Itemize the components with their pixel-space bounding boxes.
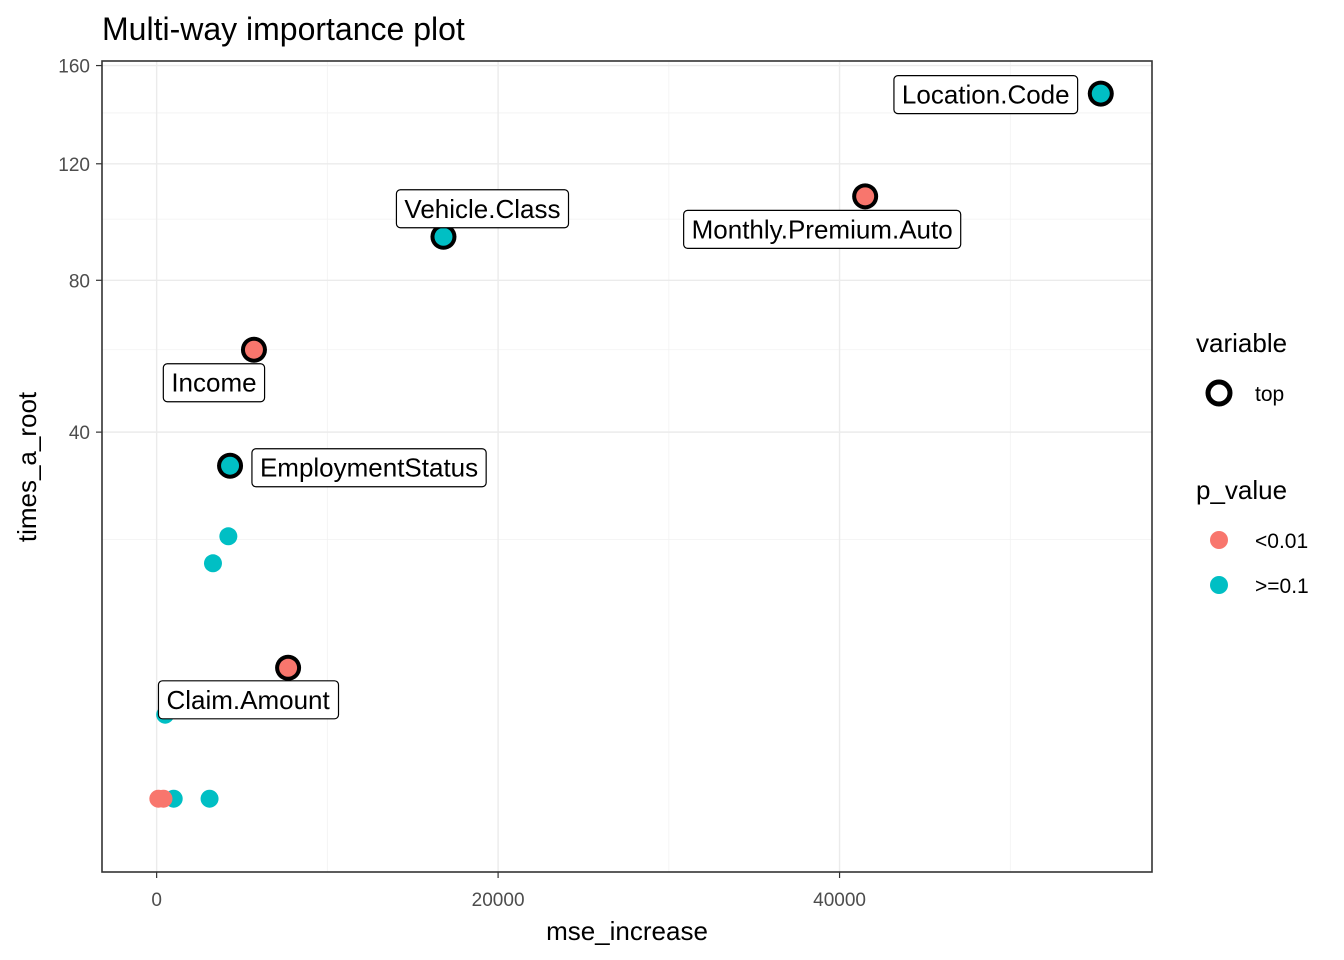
point-label: Claim.Amount: [166, 685, 330, 715]
point-label-group: Vehicle.Class: [395, 189, 570, 229]
chart-title: Multi-way importance plot: [102, 11, 465, 47]
point-labels: Location.Code Monthly.Premium.Auto Vehicle…: [157, 74, 1079, 720]
point-label-group: Claim.Amount: [157, 680, 340, 720]
y-tick-label: 40: [69, 423, 90, 444]
data-point: [219, 527, 238, 546]
x-tick-label: 0: [151, 890, 162, 911]
point-label-box: [251, 448, 487, 488]
data-point: [154, 789, 173, 808]
legend-top-ring: [1205, 379, 1233, 407]
point-label: Monthly.Premium.Auto: [692, 214, 953, 244]
x-tick-label: 40000: [813, 890, 866, 911]
legend-pvalue-title: p_value: [1196, 475, 1287, 505]
point-label-box: [157, 680, 340, 720]
point-label-group: EmploymentStatus: [251, 448, 487, 488]
data-point: [244, 340, 263, 359]
y-axis: 40 80 120 160: [58, 57, 102, 444]
x-tick-label: 20000: [472, 890, 525, 911]
data-point: [856, 187, 875, 206]
point-label: Vehicle.Class: [404, 194, 560, 224]
y-tick-label: 120: [58, 155, 90, 176]
point-label-box: [893, 74, 1079, 115]
legend-lt001-label: <0.01: [1255, 530, 1308, 553]
y-tick-label: 80: [69, 271, 90, 292]
point-label: EmploymentStatus: [260, 453, 478, 483]
legend-top-label: top: [1255, 383, 1284, 406]
point-label-group: Monthly.Premium.Auto: [683, 209, 962, 249]
data-point: [221, 456, 240, 475]
point-label-box: [683, 209, 962, 249]
point-label-box: [395, 189, 570, 229]
legend: variable top p_value <0.01 >=0.1: [1196, 328, 1309, 598]
y-axis-title: times_a_root: [12, 391, 42, 542]
y-tick-label: 160: [58, 57, 90, 78]
point-label-group: Income: [162, 363, 266, 403]
data-point: [1091, 84, 1110, 103]
legend-ge01-label: >=0.1: [1255, 575, 1309, 598]
legend-ge01-key: [1210, 576, 1228, 594]
panel-border: [101, 60, 1153, 873]
grid-lines: [102, 61, 1152, 872]
point-label-box: [162, 363, 266, 403]
x-axis-title: mse_increase: [546, 916, 708, 946]
point-label-group: Location.Code: [893, 74, 1079, 115]
point-label: Income: [171, 368, 256, 398]
point-label: Location.Code: [902, 80, 1070, 110]
data-point: [203, 554, 222, 573]
data-point: [434, 227, 453, 246]
legend-variable-title: variable: [1196, 328, 1287, 358]
x-axis: 0 20000 40000: [151, 872, 866, 911]
legend-lt001-key: [1210, 531, 1228, 549]
data-point: [279, 658, 298, 677]
data-point: [200, 789, 219, 808]
